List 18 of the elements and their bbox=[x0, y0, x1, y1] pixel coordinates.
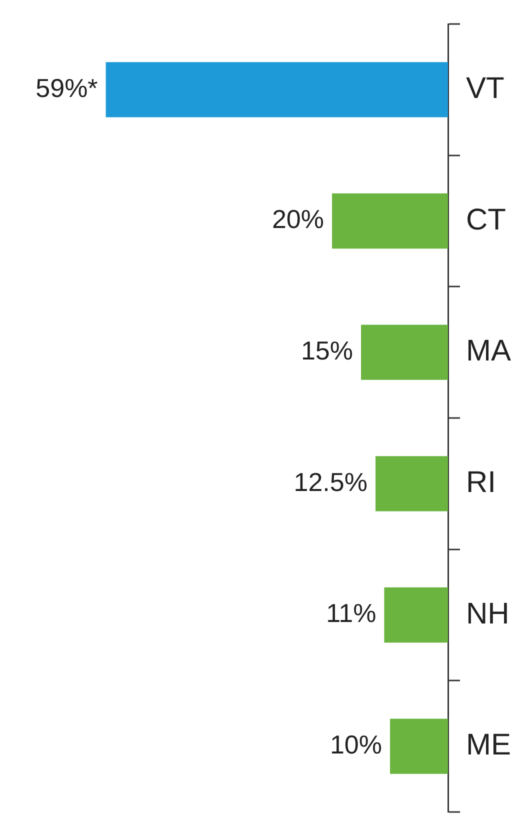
bar bbox=[390, 718, 448, 774]
y-tick-label: MA bbox=[466, 334, 511, 368]
y-tick-label: CT bbox=[466, 203, 506, 236]
bar bbox=[384, 587, 448, 643]
data-label: 15% bbox=[300, 336, 353, 366]
bar bbox=[361, 324, 448, 380]
data-label: 11% bbox=[326, 598, 376, 628]
bar bbox=[376, 456, 448, 512]
data-label: 59%* bbox=[36, 72, 98, 103]
y-tick-label: ME bbox=[466, 728, 511, 762]
y-tick-label: VT bbox=[466, 72, 504, 105]
data-label: 12.5% bbox=[294, 466, 368, 497]
bar bbox=[106, 62, 448, 118]
data-label: 20% bbox=[272, 204, 324, 234]
y-tick-label: RI bbox=[466, 466, 496, 499]
bar bbox=[332, 193, 448, 249]
data-label: 10% bbox=[330, 730, 382, 760]
y-tick-label: NH bbox=[466, 597, 510, 630]
